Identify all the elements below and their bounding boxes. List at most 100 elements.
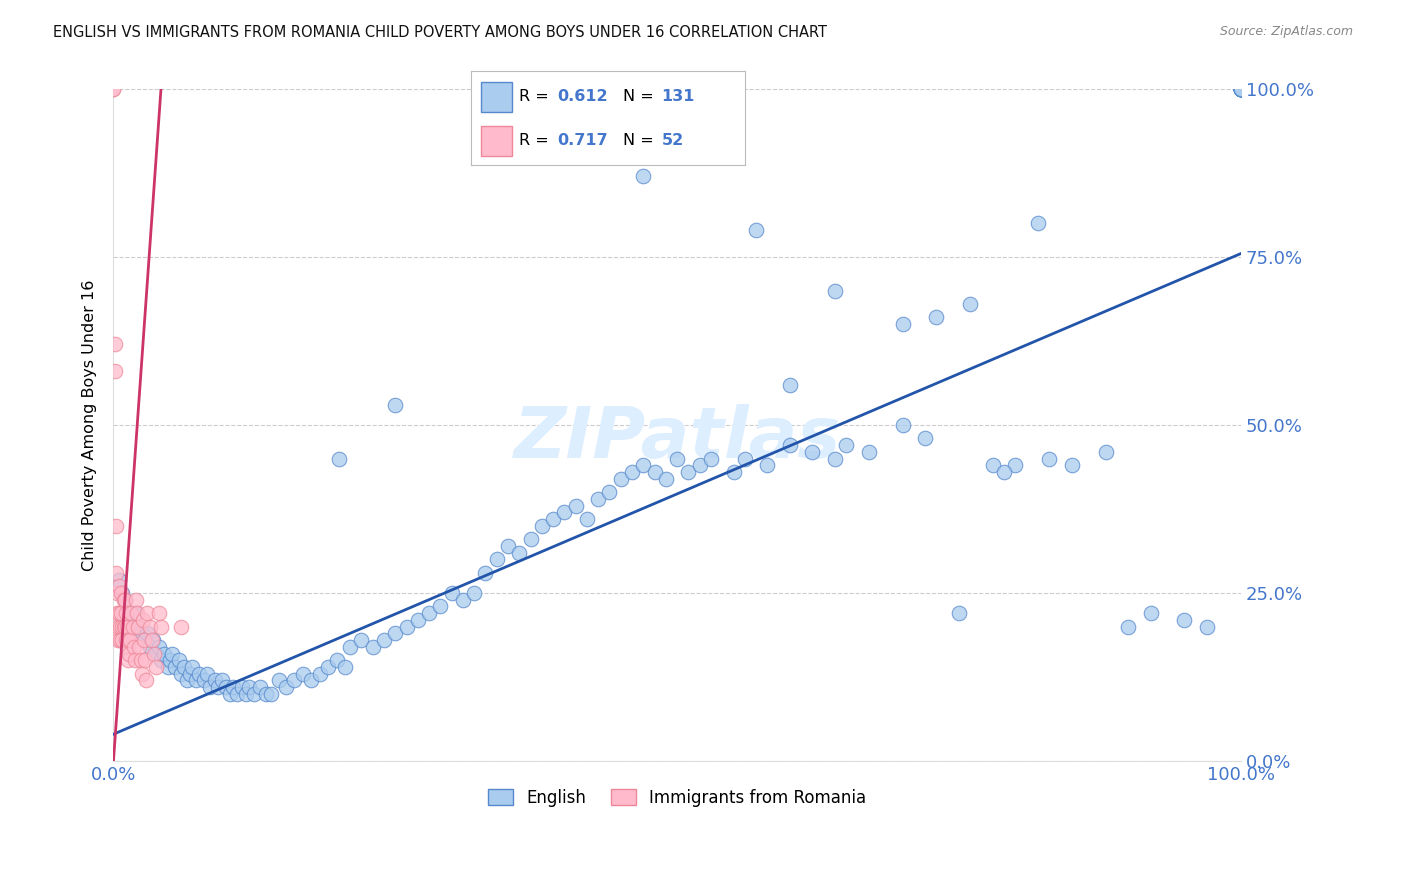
Point xyxy=(142,633,165,648)
Point xyxy=(204,673,226,688)
Point xyxy=(115,633,138,648)
Point xyxy=(243,687,266,701)
Point xyxy=(170,666,193,681)
Point xyxy=(193,673,215,688)
Point xyxy=(211,673,233,688)
Point xyxy=(143,647,166,661)
Point xyxy=(179,666,201,681)
Point xyxy=(269,673,291,688)
Point xyxy=(129,653,152,667)
Point xyxy=(128,640,150,654)
Point xyxy=(1094,445,1116,459)
Point xyxy=(249,680,271,694)
Point xyxy=(104,518,127,533)
Point xyxy=(110,606,132,620)
Point xyxy=(149,620,172,634)
Point xyxy=(1173,613,1195,627)
Point xyxy=(231,680,253,694)
Point xyxy=(103,337,125,351)
Point xyxy=(485,552,508,566)
Point xyxy=(564,499,586,513)
Point xyxy=(238,680,260,694)
Point xyxy=(114,620,136,634)
Point xyxy=(1230,82,1253,96)
Point xyxy=(132,633,155,648)
Point xyxy=(1230,82,1253,96)
Point xyxy=(700,451,723,466)
Point xyxy=(914,432,936,446)
Text: Source: ZipAtlas.com: Source: ZipAtlas.com xyxy=(1219,25,1353,38)
Point xyxy=(429,599,451,614)
Point xyxy=(406,613,429,627)
Point xyxy=(328,451,350,466)
Point xyxy=(339,640,361,654)
Text: 131: 131 xyxy=(662,89,695,104)
Point xyxy=(108,606,131,620)
Point xyxy=(1230,82,1253,96)
Point xyxy=(274,680,297,694)
Point xyxy=(308,666,330,681)
Point xyxy=(283,673,305,688)
Point xyxy=(1230,82,1253,96)
Point xyxy=(1060,458,1083,473)
Point xyxy=(110,620,132,634)
Text: ENGLISH VS IMMIGRANTS FROM ROMANIA CHILD POVERTY AMONG BOYS UNDER 16 CORRELATION: ENGLISH VS IMMIGRANTS FROM ROMANIA CHILD… xyxy=(53,25,827,40)
Point xyxy=(125,592,148,607)
Point xyxy=(149,653,172,667)
Point xyxy=(463,586,485,600)
Point xyxy=(553,505,575,519)
Point xyxy=(124,653,146,667)
Point xyxy=(114,592,136,607)
Point xyxy=(184,673,207,688)
Point xyxy=(127,620,149,634)
Point xyxy=(112,620,135,634)
Point xyxy=(824,451,846,466)
Point xyxy=(165,660,187,674)
Point xyxy=(121,606,143,620)
Point xyxy=(103,82,125,96)
Point xyxy=(117,653,139,667)
Point xyxy=(316,660,339,674)
Point xyxy=(200,680,222,694)
Point xyxy=(689,458,711,473)
Point xyxy=(127,606,149,620)
Point xyxy=(633,169,655,184)
Point xyxy=(108,579,131,593)
Point xyxy=(541,512,564,526)
Text: R =: R = xyxy=(519,89,554,104)
Point xyxy=(107,620,129,634)
Point xyxy=(575,512,598,526)
Point xyxy=(1004,458,1026,473)
Point xyxy=(1230,82,1253,96)
Point xyxy=(148,640,170,654)
Point xyxy=(159,653,181,667)
Point xyxy=(384,398,406,412)
Point xyxy=(222,680,245,694)
Point xyxy=(756,458,779,473)
Point xyxy=(745,223,768,237)
Y-axis label: Child Poverty Among Boys Under 16: Child Poverty Among Boys Under 16 xyxy=(83,279,97,571)
Point xyxy=(678,465,700,479)
Point xyxy=(734,451,756,466)
Point xyxy=(134,653,156,667)
Point xyxy=(141,633,163,648)
Point xyxy=(519,533,541,547)
Point xyxy=(136,626,159,640)
Point xyxy=(1038,451,1060,466)
Point xyxy=(108,573,131,587)
Point xyxy=(121,620,143,634)
Point xyxy=(586,491,609,506)
Point xyxy=(1230,82,1253,96)
Point xyxy=(1195,620,1218,634)
Point xyxy=(111,633,134,648)
Point xyxy=(107,633,129,648)
Point xyxy=(350,633,373,648)
Point xyxy=(508,546,530,560)
Point xyxy=(1230,82,1253,96)
Point xyxy=(103,82,125,96)
Point xyxy=(644,465,666,479)
Point xyxy=(299,673,322,688)
Point xyxy=(1116,620,1139,634)
Point xyxy=(440,586,463,600)
Point xyxy=(1230,82,1253,96)
